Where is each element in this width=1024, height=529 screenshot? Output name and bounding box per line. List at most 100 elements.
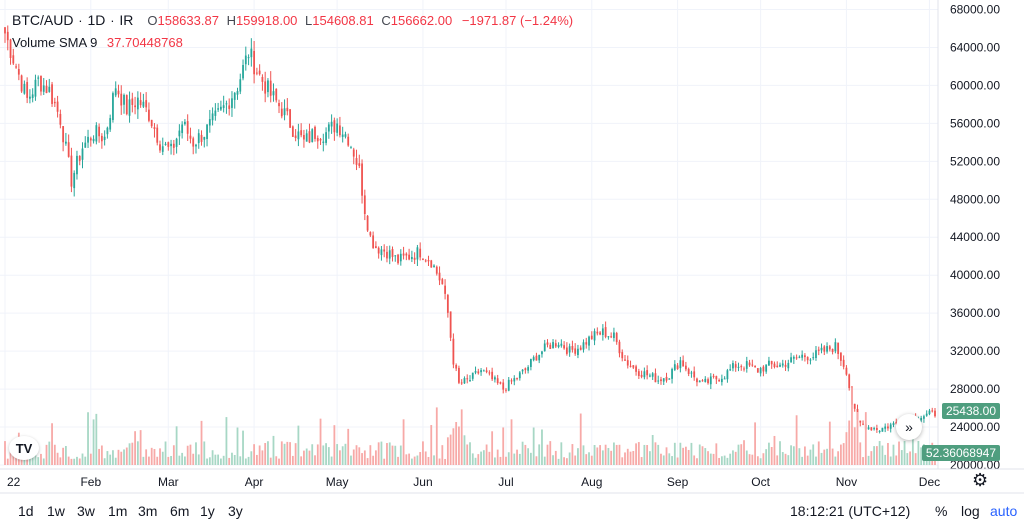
candle-body: [42, 85, 45, 92]
volume-bar: [433, 455, 435, 465]
candle-body: [474, 371, 477, 373]
volume-bar: [707, 451, 709, 465]
volume-bar: [247, 456, 250, 465]
volume-bar: [45, 444, 48, 465]
candle-body: [543, 343, 546, 352]
candle-body: [784, 364, 787, 367]
candle-body: [109, 118, 112, 130]
volume-bar: [325, 443, 327, 465]
candle-body: [15, 66, 17, 68]
candle-body: [242, 64, 244, 79]
volume-bar: [768, 442, 770, 465]
candle-body: [676, 365, 679, 369]
candle-body: [768, 360, 770, 366]
candle-body: [98, 126, 101, 137]
volume-bar: [258, 445, 261, 465]
volume-bar: [751, 454, 754, 465]
candle-body: [624, 359, 626, 361]
candle-body: [751, 364, 754, 366]
high-label: H: [226, 13, 236, 28]
timeframe-3w[interactable]: 3w: [77, 503, 95, 519]
volume-bar: [460, 409, 463, 465]
candle-body: [325, 132, 327, 143]
y-tick-label: 60000.00: [950, 78, 1000, 92]
volume-bar: [660, 453, 662, 465]
volume-bar: [156, 456, 159, 465]
candle-body: [654, 373, 657, 383]
timeframe-1m[interactable]: 1m: [108, 503, 128, 519]
candle-body: [56, 101, 59, 112]
tradingview-logo-icon[interactable]: TV: [9, 436, 39, 460]
candle-body: [247, 57, 250, 59]
volume-bar: [289, 442, 291, 465]
percent-toggle[interactable]: %: [935, 503, 948, 519]
candle-body: [853, 403, 856, 409]
volume-bar: [842, 443, 845, 465]
candle-body: [6, 31, 9, 41]
candle-body: [823, 346, 826, 352]
volume-bar: [294, 443, 297, 465]
scroll-to-realtime-icon[interactable]: »: [896, 414, 922, 440]
candle-body: [410, 257, 413, 260]
volume-bar: [754, 422, 756, 465]
volume-label[interactable]: Volume: [12, 35, 56, 50]
candle-body: [740, 366, 743, 368]
volume-bar: [798, 448, 801, 465]
candle-body: [239, 79, 242, 92]
x-tick-label: Jun: [413, 475, 432, 489]
clock-timezone[interactable]: 18:12:21 (UTC+12): [790, 503, 911, 519]
candle-body: [640, 374, 643, 377]
candle-body: [294, 135, 297, 138]
volume-bar: [543, 456, 546, 465]
candle-body: [590, 335, 593, 340]
volume-bar: [673, 442, 676, 465]
candle-body: [23, 83, 26, 94]
candle-body: [795, 357, 798, 359]
x-tick-label: 22: [7, 475, 21, 489]
interval-label[interactable]: 1D: [87, 12, 106, 28]
volume-bar: [610, 450, 613, 465]
candle-body: [673, 364, 676, 370]
auto-toggle[interactable]: auto: [990, 503, 1018, 519]
candle-body: [610, 336, 613, 338]
timeframe-1w[interactable]: 1w: [47, 503, 65, 519]
volume-bar: [92, 419, 95, 465]
timeframe-6m[interactable]: 6m: [170, 503, 190, 519]
volume-bar: [200, 420, 203, 465]
candle-body: [300, 130, 303, 136]
candle-body: [477, 371, 480, 374]
volume-bar: [206, 458, 208, 465]
volume-bar: [355, 445, 358, 465]
candle-body: [596, 331, 599, 334]
symbol-name[interactable]: BTC/AUD: [12, 12, 74, 28]
volume-bar: [502, 427, 505, 465]
candle-body: [463, 378, 466, 384]
volume-bar: [629, 451, 632, 465]
x-tick-label: Aug: [581, 475, 602, 489]
timeframe-1y[interactable]: 1y: [200, 503, 215, 519]
volume-bar: [665, 447, 668, 465]
log-toggle[interactable]: log: [961, 503, 980, 519]
volume-bar: [632, 450, 635, 465]
volume-bar: [222, 455, 225, 465]
timeframe-3y[interactable]: 3y: [228, 503, 243, 519]
candle-body: [416, 247, 419, 260]
candle-body: [715, 376, 718, 380]
candle-body: [424, 260, 427, 262]
candle-body: [574, 348, 577, 354]
timeframe-3m[interactable]: 3m: [138, 503, 158, 519]
volume-bar: [779, 441, 781, 465]
volume-bar: [106, 451, 109, 465]
volume-bar: [424, 451, 427, 465]
candle-body: [95, 125, 98, 142]
timeframe-1d[interactable]: 1d: [18, 503, 34, 519]
candle-body: [159, 144, 161, 151]
change-value: −1971.87 (−1.24%): [461, 13, 574, 28]
volume-sma-value: 37.70448768: [106, 35, 183, 50]
gear-icon[interactable]: ⚙: [972, 470, 989, 490]
candle-body: [153, 127, 156, 130]
volume-bar: [524, 444, 527, 465]
candle-body: [867, 427, 870, 430]
candle-body: [931, 410, 934, 412]
